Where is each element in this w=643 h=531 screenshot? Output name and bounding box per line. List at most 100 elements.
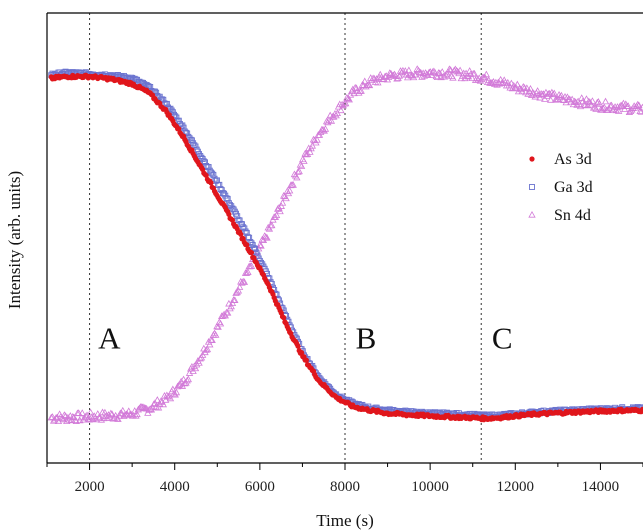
data-point <box>635 101 643 109</box>
data-point <box>570 97 579 105</box>
region-labels: A B C <box>98 320 512 355</box>
data-point <box>173 382 182 390</box>
data-point <box>433 73 442 81</box>
data-point <box>240 278 249 285</box>
region-label-b: B <box>356 320 377 355</box>
data-point <box>206 340 214 348</box>
data-point <box>614 107 623 114</box>
data-point <box>415 68 424 75</box>
legend-marker <box>528 210 536 218</box>
data-point <box>231 296 239 304</box>
data-point <box>374 78 382 86</box>
data-point <box>247 262 256 269</box>
data-point <box>445 65 454 72</box>
region-label-a: A <box>98 320 121 355</box>
data-point <box>246 234 253 241</box>
data-point <box>153 396 162 403</box>
region-dividers <box>89 13 482 463</box>
data-point <box>481 73 489 81</box>
x-tick-label: 8000 <box>330 479 360 495</box>
data-point <box>63 417 71 425</box>
data-point <box>358 81 367 88</box>
legend-item: As 3d <box>529 151 592 168</box>
x-tick-label: 6000 <box>245 479 275 495</box>
x-axis-title: Time (s) <box>316 511 373 530</box>
data-point <box>321 125 330 132</box>
data-point <box>595 100 604 107</box>
data-point <box>60 411 69 418</box>
data-point <box>309 135 318 143</box>
legend-label: Ga 3d <box>554 179 593 196</box>
legend-item: Sn 4d <box>528 207 591 224</box>
x-tick-label: 4000 <box>160 479 190 495</box>
data-point <box>103 414 111 421</box>
data-point <box>600 103 609 111</box>
data-point <box>272 211 281 218</box>
legend-marker <box>529 184 535 190</box>
x-tick-label: 2000 <box>75 479 105 495</box>
data-point <box>289 181 297 188</box>
x-tick-label: 14000 <box>582 479 620 495</box>
data-point <box>268 221 276 229</box>
data-point <box>172 388 181 396</box>
data-point <box>526 84 535 92</box>
data-point <box>82 412 90 420</box>
data-point <box>47 413 55 421</box>
data-point <box>92 415 101 423</box>
data-point <box>287 181 295 189</box>
data-point <box>58 414 66 422</box>
data-point <box>294 168 302 175</box>
data-point <box>278 199 287 206</box>
data-point <box>80 413 89 421</box>
data-point <box>295 343 301 349</box>
data-point <box>238 231 244 237</box>
data-point <box>549 90 557 98</box>
data-point <box>405 66 413 74</box>
data-point <box>582 95 591 102</box>
data-point <box>529 88 537 96</box>
data-point <box>550 89 558 97</box>
data-point <box>512 83 520 91</box>
data-point <box>277 202 285 209</box>
data-point <box>183 376 191 384</box>
data-point <box>69 412 77 420</box>
data-point <box>587 100 595 108</box>
x-tick-label: 10000 <box>411 479 449 495</box>
data-point <box>162 396 170 403</box>
data-point <box>185 369 194 376</box>
data-point <box>297 162 306 169</box>
data-point <box>470 69 479 77</box>
data-point <box>456 66 464 74</box>
data-point <box>243 269 251 276</box>
data-point <box>531 92 539 100</box>
data-point <box>364 80 373 88</box>
data-point <box>238 279 246 286</box>
data-point <box>639 406 643 413</box>
data-point <box>193 360 201 368</box>
data-point <box>395 72 404 79</box>
data-point <box>293 173 301 181</box>
data-point <box>248 249 255 256</box>
data-point <box>518 87 526 95</box>
data-point <box>133 410 141 418</box>
data-point <box>381 72 389 80</box>
data-point <box>308 141 316 149</box>
region-label-c: C <box>492 320 513 355</box>
data-point <box>468 74 476 81</box>
data-point <box>216 319 225 327</box>
data-point <box>545 89 554 97</box>
data-point <box>108 410 116 418</box>
y-axis-title: Intensity (arb. units) <box>5 171 24 309</box>
data-point <box>265 224 274 232</box>
data-point <box>59 415 67 423</box>
data-point <box>170 389 178 397</box>
data-point <box>607 101 616 109</box>
data-point <box>196 354 204 362</box>
data-point <box>177 377 185 385</box>
data-point <box>303 357 309 363</box>
data-point <box>557 91 566 99</box>
data-point <box>296 160 305 168</box>
data-point <box>242 228 249 235</box>
data-point <box>636 107 643 115</box>
data-point <box>157 397 165 405</box>
